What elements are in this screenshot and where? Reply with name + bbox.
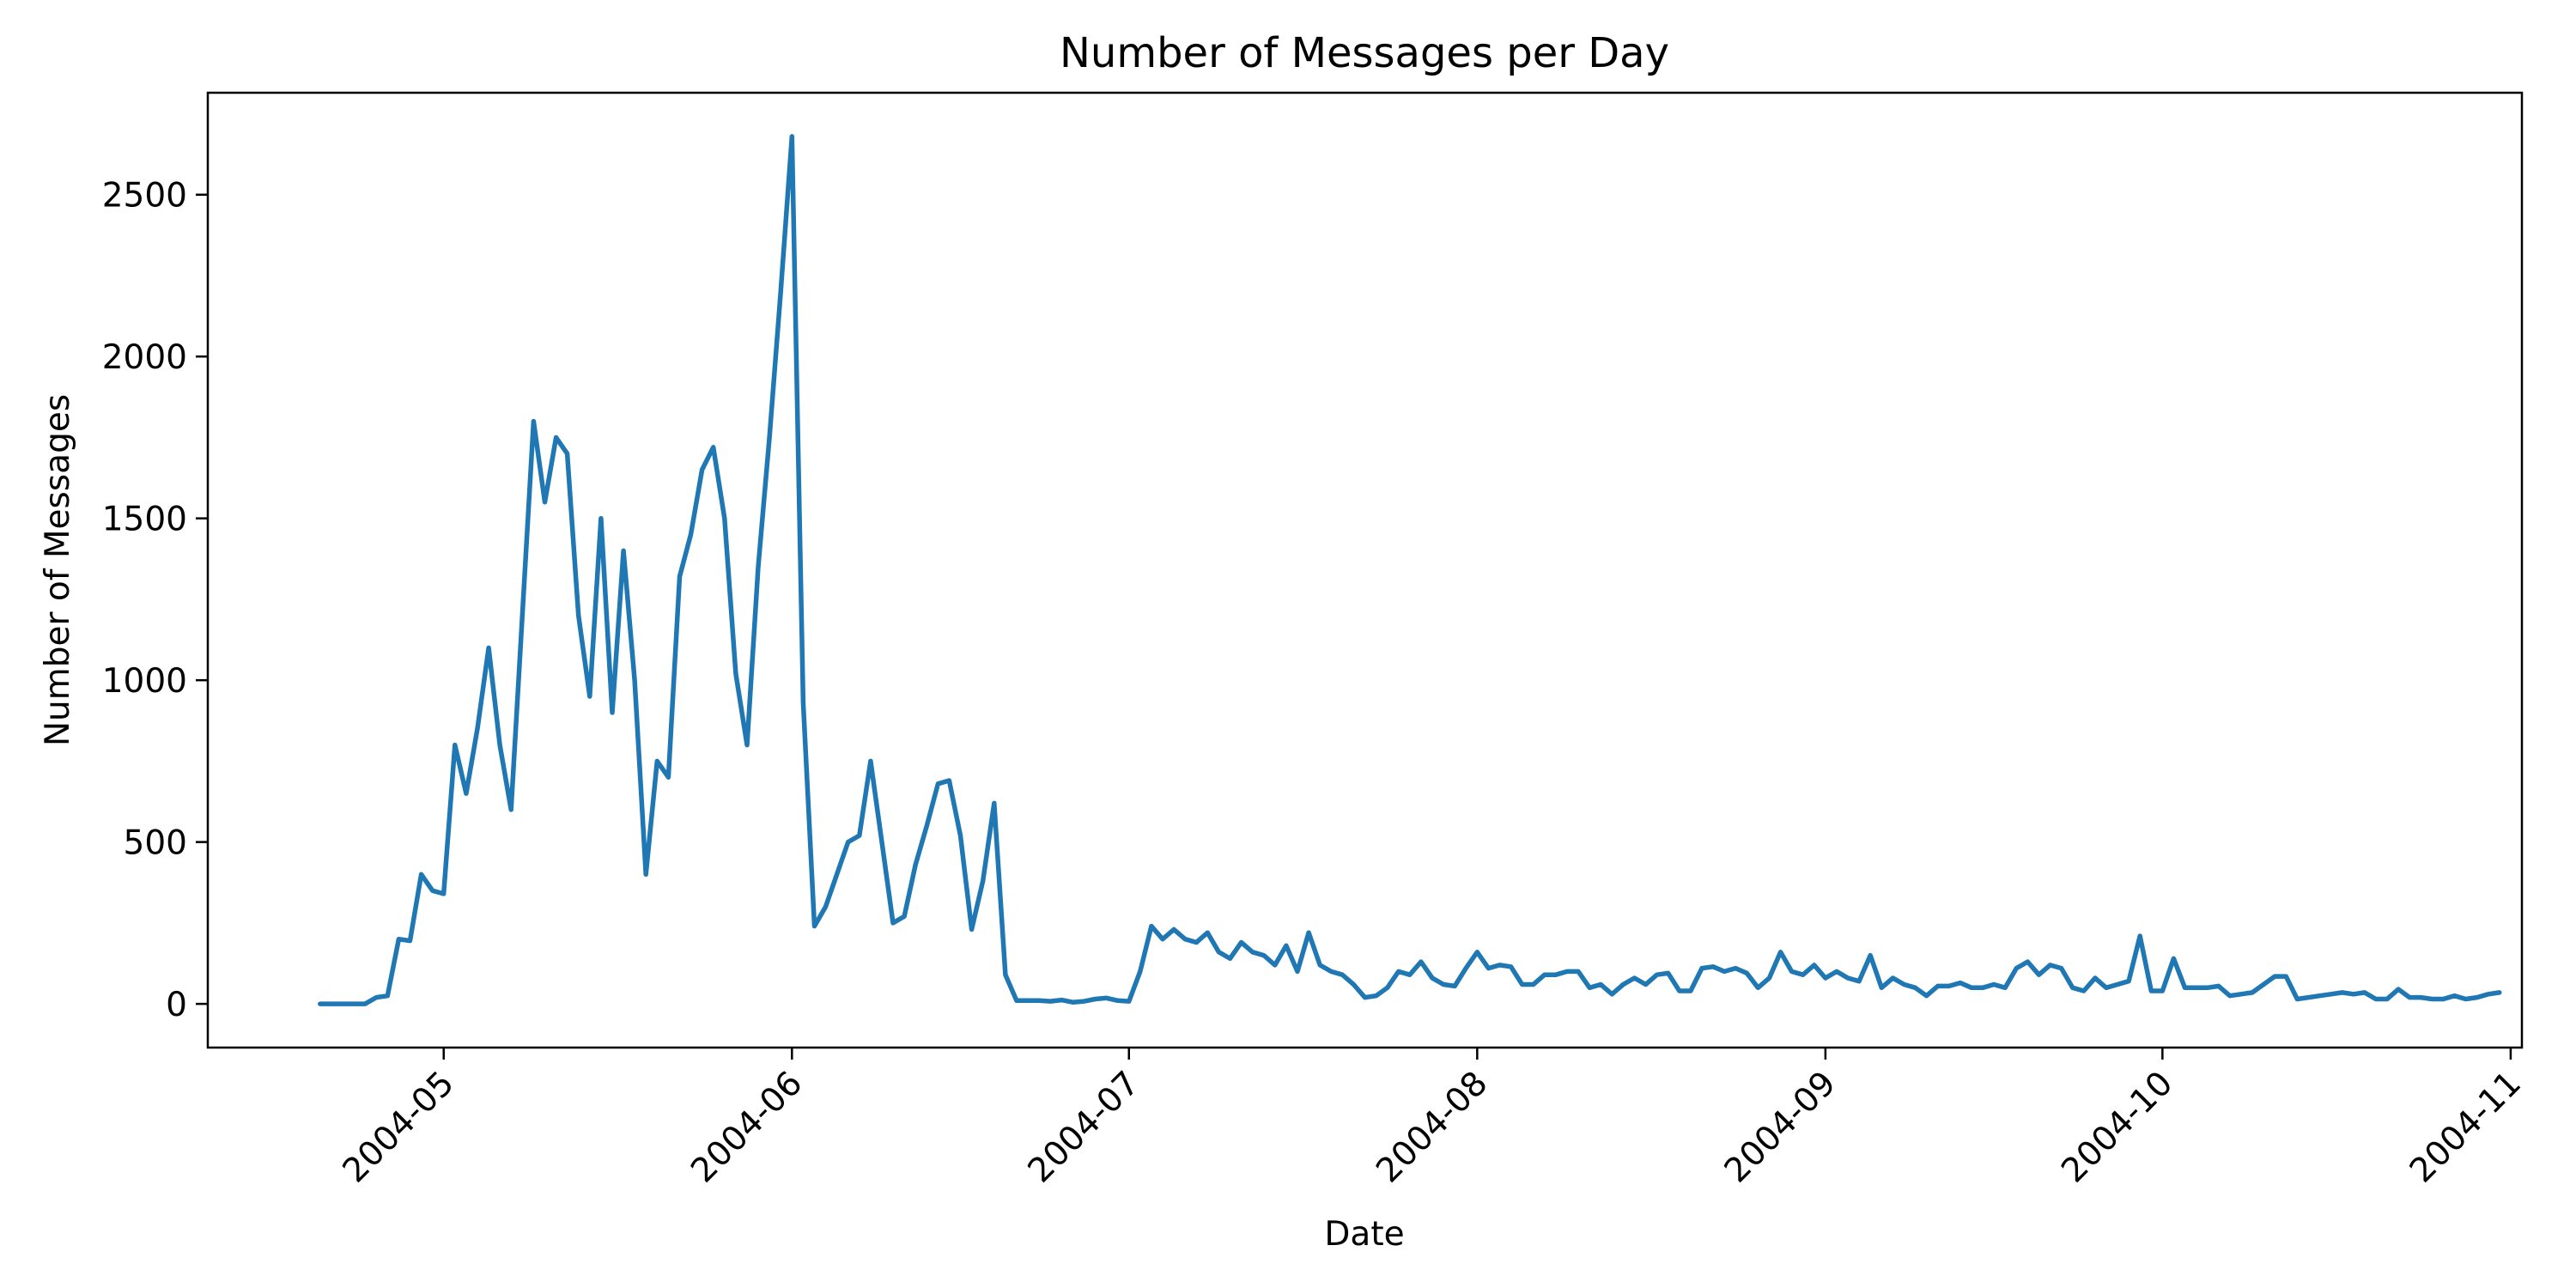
y-axis-label: Number of Messages bbox=[39, 394, 77, 746]
y-tick-label: 1500 bbox=[102, 501, 187, 539]
x-axis-label: Date bbox=[1324, 1215, 1404, 1254]
x-tick-label: 2004-06 bbox=[683, 1064, 810, 1190]
y-tick-label: 1000 bbox=[102, 662, 187, 701]
y-tick-label: 0 bbox=[166, 986, 187, 1024]
x-tick-label: 2004-05 bbox=[336, 1064, 462, 1190]
x-tick-label: 2004-09 bbox=[1717, 1064, 1844, 1190]
x-tick-label: 2004-11 bbox=[2403, 1064, 2529, 1190]
series-line-messages bbox=[318, 134, 2502, 1006]
x-tick-label: 2004-10 bbox=[2054, 1064, 2180, 1190]
chart-title: Number of Messages per Day bbox=[1060, 29, 1669, 77]
x-tick-label: 2004-07 bbox=[1021, 1064, 1147, 1190]
y-axis: 0 500 1000 1500 2000 2500 bbox=[102, 177, 208, 1024]
plot-area bbox=[318, 134, 2502, 1006]
y-tick-label: 500 bbox=[124, 824, 187, 863]
y-tick-label: 2000 bbox=[102, 338, 187, 377]
x-tick-label: 2004-08 bbox=[1369, 1064, 1495, 1190]
plot-frame bbox=[206, 91, 2524, 1049]
y-tick-label: 2500 bbox=[102, 177, 187, 216]
x-axis: 2004-05 2004-06 2004-07 2004-08 2004-09 2004-… bbox=[336, 1048, 2529, 1190]
